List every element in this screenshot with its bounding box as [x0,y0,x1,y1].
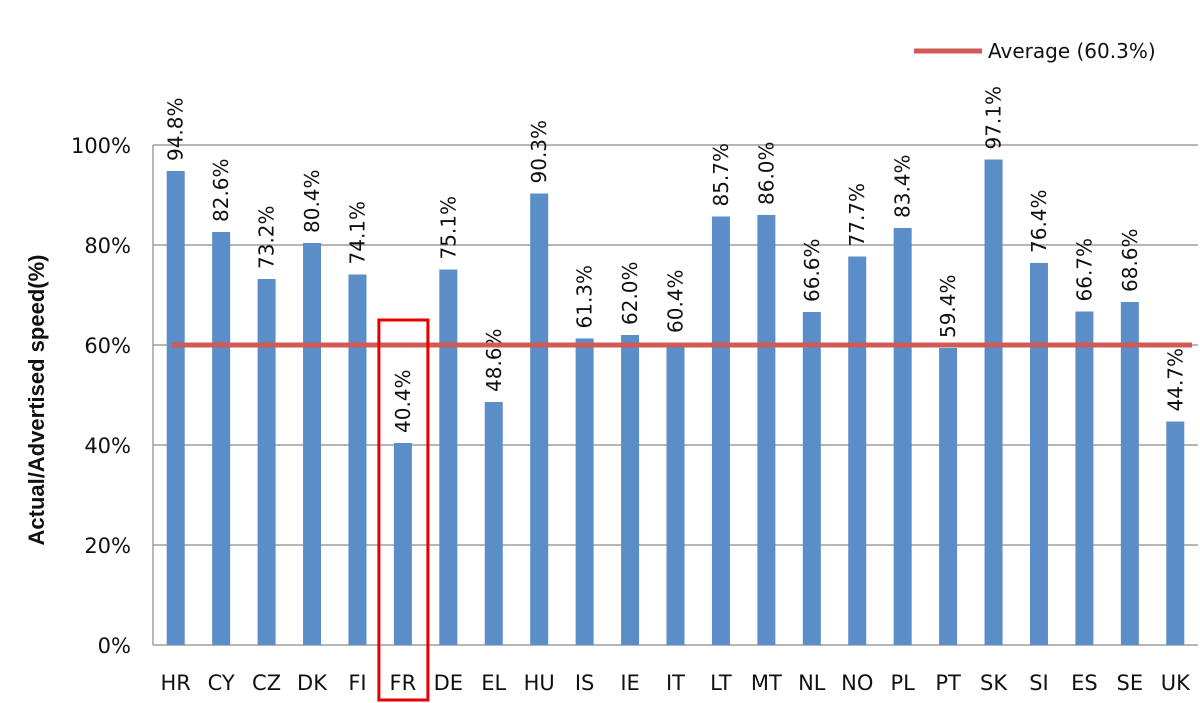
x-tick-label: HR [161,671,191,695]
y-tick-label: 40% [84,434,131,458]
x-tick-label: EL [481,671,506,695]
bar [484,402,503,645]
y-axis-ticks: 0% 20% 40% 60% 80% 100% [71,134,131,658]
bar [348,274,367,645]
data-label: 44.7% [1163,348,1187,412]
data-label: 97.1% [982,86,1006,150]
data-label: 75.1% [436,196,460,260]
data-label: 74.1% [345,201,369,265]
x-tick-label: MT [751,671,782,695]
x-tick-label: DE [434,671,463,695]
x-tick-label: HU [524,671,555,695]
bar [303,243,322,645]
highlight-box [377,318,430,702]
bar [393,443,412,645]
x-tick-label: CZ [252,671,281,695]
x-tick-label: SI [1029,671,1049,695]
x-tick-label: CY [208,671,235,695]
x-tick-label: SE [1117,671,1144,695]
y-tick-label: 100% [71,134,131,158]
data-label: 85.7% [709,143,733,207]
x-tick-label: PL [890,671,915,695]
bar [1029,263,1048,645]
bar [212,232,231,645]
bar [848,256,867,645]
legend: Average (60.3%) [914,39,1156,63]
x-tick-label: NO [841,671,873,695]
bar [1120,302,1139,645]
x-tick-label: IS [575,671,595,695]
bar [802,312,821,645]
x-tick-label: NL [798,671,826,695]
data-label: 94.8% [164,97,188,161]
data-label: 59.4% [936,274,960,338]
data-label: 76.4% [1027,189,1051,253]
data-label: 62.0% [618,261,642,325]
y-tick-label: 80% [84,234,131,258]
x-tick-label: PT [935,671,961,695]
bar [530,193,549,645]
x-tick-label: FR [390,671,417,695]
y-tick-label: 0% [98,634,131,658]
x-axis-ticks: HR CY CZ DK FI FR DE EL HU IS IE IT LT MT NL NO PL PT SK SI… [161,671,1192,695]
data-label: 48.6% [482,328,506,392]
data-label: 77.7% [845,183,869,247]
legend-label: Average (60.3%) [988,39,1156,63]
data-label: 60.4% [664,269,688,333]
data-label: 66.6% [800,238,824,302]
bar [1166,421,1185,645]
x-tick-label: DK [297,671,328,695]
x-tick-label: IE [620,671,639,695]
y-axis-label: Actual/Advertised speed(%) [24,255,49,546]
bar [939,348,958,645]
data-label: 73.2% [255,205,279,269]
bar [621,335,640,645]
bar [666,343,685,645]
data-labels: 94.8% 82.6% 73.2% 80.4% 74.1% 40.4% 75.1% 48.6%… [164,86,1188,433]
x-tick-label: SK [980,671,1008,695]
bar [711,216,730,645]
x-tick-label: IT [666,671,685,695]
y-tick-label: 60% [84,334,131,358]
x-tick-label: ES [1071,671,1098,695]
bar [893,228,912,645]
data-label: 82.6% [209,158,233,222]
data-label: 80.4% [300,169,324,233]
bar [1075,311,1094,645]
data-label: 66.7% [1072,238,1096,302]
data-label: 68.6% [1118,228,1142,292]
bar [984,159,1003,645]
x-tick-label: UK [1161,671,1191,695]
data-label: 86.0% [754,141,778,205]
y-tick-label: 20% [84,534,131,558]
bar [257,279,276,645]
bar [575,338,594,645]
data-label: 90.3% [527,120,551,184]
x-tick-label: FI [348,671,366,695]
bar [166,171,185,645]
data-label: 83.4% [891,154,915,218]
data-label: 40.4% [391,369,415,433]
x-tick-label: LT [710,671,732,695]
bar [757,215,776,645]
data-label: 61.3% [573,265,597,329]
bar [439,269,458,645]
